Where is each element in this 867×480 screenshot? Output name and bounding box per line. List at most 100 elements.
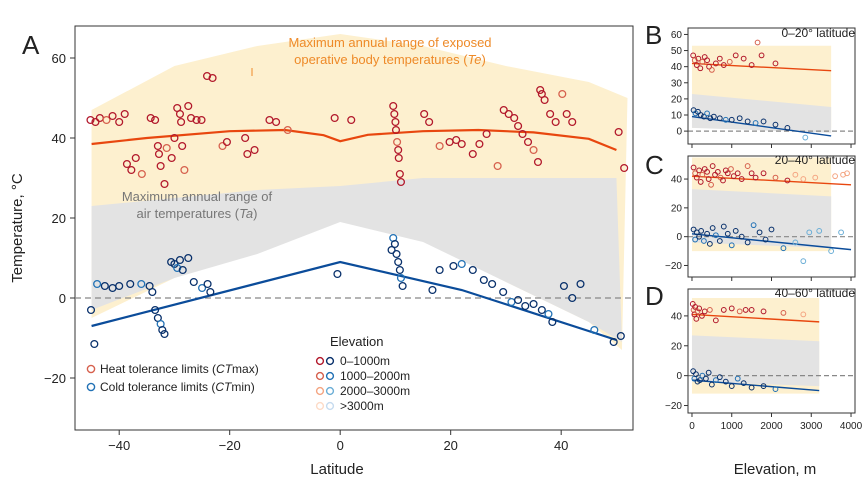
ctmax-point (184, 101, 193, 111)
ctmax-point (115, 117, 124, 127)
te-label-post: ) (482, 52, 486, 67)
ctmax-point (514, 121, 523, 131)
ctmin-point (100, 281, 109, 291)
ctmax-point (457, 139, 466, 149)
ctmin-point (712, 377, 719, 384)
ctmin-point (392, 249, 401, 259)
y-tick-label: 60 (52, 51, 66, 66)
ctmax-point (695, 55, 702, 62)
ctmin-point (529, 299, 538, 309)
y-tick-label: −20 (44, 371, 66, 386)
ctmax-point (705, 176, 712, 182)
elevation-heat-marker (315, 401, 325, 411)
ctmin-point (521, 301, 530, 311)
ctmin-point (390, 239, 399, 249)
ctmin-point (468, 265, 477, 275)
elevation-legend-title: Elevation (330, 334, 383, 349)
ctmax-point (272, 117, 281, 127)
ctmax-point (614, 127, 623, 137)
ctmax-point (694, 308, 701, 315)
ctmax-point (420, 109, 429, 119)
elevation-legend-label: 0–1000m (340, 354, 390, 368)
ctmax-point (390, 109, 399, 119)
ctmax-point (740, 55, 747, 62)
ctmax-point (730, 173, 737, 180)
ctmax-point (108, 111, 117, 121)
ctmax-point (452, 135, 461, 145)
ctmin-point (394, 257, 403, 267)
panel-a-data-points (86, 71, 629, 349)
y-tick-label: −20 (665, 261, 682, 272)
ctmax-point (697, 179, 704, 185)
ctmin-point (428, 285, 437, 295)
ctmin-point (772, 386, 779, 392)
ctmax-point (708, 66, 715, 73)
ctmin-point (86, 305, 96, 315)
ctmax-point (748, 62, 755, 68)
ctmin-fit-line (691, 233, 852, 251)
panel-label-c: C (645, 150, 664, 180)
y-tick-label: 50 (671, 46, 683, 57)
panel-c-title: 20–40° latitude (775, 153, 856, 167)
y-tick-label: 20 (671, 203, 683, 214)
ctmin-point (716, 374, 723, 381)
ctmin-point (514, 295, 523, 305)
ctmax-point (720, 177, 726, 184)
ctmin-point (696, 233, 703, 240)
ctmin-point (568, 293, 577, 303)
ctmax-point (696, 305, 703, 312)
panel-a-ylabel: Temperature, °C (9, 173, 26, 283)
ctmin-point (709, 225, 716, 231)
ctmax-point (720, 62, 727, 68)
ctmax-point (396, 177, 406, 187)
ctmin-point (697, 377, 703, 384)
ctmin-point (732, 228, 739, 234)
ctmin-point (722, 116, 729, 123)
ctmin-point (479, 275, 488, 285)
x-tick-label: 4000 (840, 421, 863, 432)
ctmax-point (726, 58, 733, 65)
ctmin-point (705, 369, 712, 376)
panel-label-a: A (22, 30, 40, 60)
ctmax-point (732, 52, 739, 59)
ta-label-symbol: Ta (239, 206, 253, 221)
ctmin-point (435, 265, 444, 275)
y-tick-label: 0 (59, 291, 66, 306)
ctmin-point (734, 375, 741, 382)
x-tick-label: 1000 (721, 421, 744, 432)
ctmax-point (536, 85, 545, 95)
ctmin-point (756, 229, 763, 236)
ctmax-point (122, 159, 131, 169)
ctmin-point (590, 325, 599, 335)
elevation-legend-label: 1000–2000m (340, 369, 410, 383)
ctmax-point (395, 169, 404, 179)
y-tick-label: 20 (52, 211, 66, 226)
ctmax-point (156, 161, 165, 171)
ctmax-point (167, 153, 176, 163)
ctmin-point (724, 230, 731, 237)
ctmax-point (222, 137, 231, 147)
ctmax-point (510, 113, 519, 123)
ctmin-point (693, 371, 699, 378)
ctmin-point (189, 277, 198, 287)
ctmin-point (387, 245, 396, 255)
ctmax-point (832, 173, 839, 180)
ctmin-point (744, 118, 751, 125)
ctmin-point (160, 329, 169, 339)
ctmin-point (768, 226, 775, 233)
x-tick-label: 40 (554, 438, 568, 453)
ctmax-point (734, 170, 741, 177)
ctmax-point (482, 129, 491, 139)
ctmin-point (728, 242, 735, 249)
ctmin-point (499, 287, 508, 297)
ctmax-point (391, 125, 401, 135)
ctmax-point (699, 312, 705, 319)
ctmax-point (772, 60, 779, 67)
y-tick-label: 20 (671, 94, 683, 105)
ctmax-point (697, 65, 704, 72)
ctmax-point (393, 137, 402, 147)
ctmax-point (780, 310, 787, 316)
ctmin-point (707, 115, 714, 122)
ctmax-point (347, 115, 356, 125)
panel-a-frame (74, 25, 634, 431)
